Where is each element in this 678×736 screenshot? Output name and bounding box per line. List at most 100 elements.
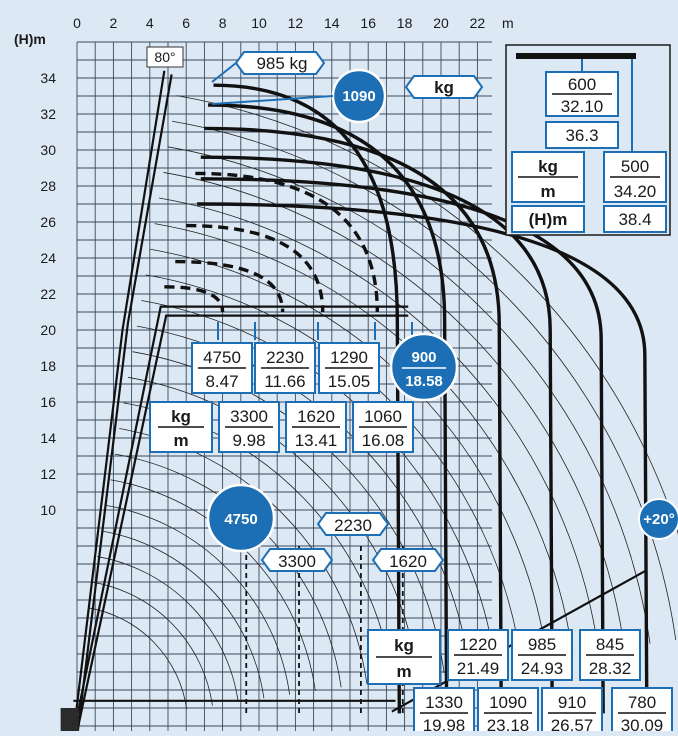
bottom-load-row-1: kg m 1220 21.49 985 24.93 845 28.32 — [367, 629, 641, 685]
legend-c1-height-box — [545, 121, 619, 149]
low-load-circle-value: 4750 — [224, 511, 257, 528]
radius-arc — [92, 581, 213, 706]
legend-m: m — [540, 182, 555, 201]
capacity-curve — [208, 103, 449, 714]
bottom1-box-2-load: 985 — [528, 635, 556, 654]
radius-arc — [101, 530, 265, 699]
y-tick-label: 16 — [40, 394, 56, 410]
x-tick-label: 10 — [251, 15, 267, 31]
radius-arc — [128, 376, 419, 677]
x-tick-label: 14 — [324, 15, 340, 31]
legend-hm: (H)m — [529, 210, 568, 229]
max-angle-label: 80° — [154, 49, 175, 65]
bottom2-box-3-load: 910 — [558, 693, 586, 712]
boom-mid — [72, 305, 409, 736]
mid-unit-m: m — [173, 431, 188, 450]
bottom2-box-1 — [413, 687, 475, 736]
bottom2-box-2-load: 1090 — [489, 693, 527, 712]
boom-drawings — [60, 70, 646, 736]
radius-arc — [110, 479, 316, 692]
y-tick-label: 12 — [40, 466, 56, 482]
radius-arc — [97, 556, 239, 702]
bottom1-box-1-reach: 21.49 — [457, 659, 500, 678]
x-tick-label: 20 — [433, 15, 449, 31]
bottom-unit-kg: kg — [394, 636, 414, 655]
bottom1-box-1-load: 1220 — [459, 635, 497, 654]
top-load-leader — [211, 95, 334, 105]
legend-c2-load: 500 — [621, 157, 649, 176]
mid-box-7-reach: 16.08 — [362, 431, 405, 450]
mid-box-3-load: 1290 — [330, 348, 368, 367]
legend-hm-box — [511, 205, 585, 233]
y-tick-label: 30 — [40, 142, 56, 158]
y-tick-label: 24 — [40, 250, 56, 266]
mid-box-2-load: 2230 — [266, 348, 304, 367]
x-tick-label: 16 — [360, 15, 376, 31]
tip-load-label: 985 kg — [256, 54, 307, 73]
mid-box-3-reach: 15.05 — [328, 372, 371, 391]
low-tag-c-label: 1620 — [389, 552, 427, 571]
max-angle-box — [146, 46, 184, 68]
bottom2-box-4-load: 780 — [628, 693, 656, 712]
bottom1-box-3-reach: 28.32 — [589, 659, 632, 678]
x-axis-unit: m — [502, 15, 514, 31]
legend-kg: kg — [538, 157, 558, 176]
boom-mid-inner — [75, 314, 409, 736]
low-load-labels: 4750 2230 3300 1620 — [206, 483, 445, 572]
bottom2-box-4-reach: 30.09 — [621, 716, 664, 731]
low-tag-b — [260, 548, 334, 572]
low-tag-a — [316, 512, 390, 536]
y-tick-label: 10 — [40, 502, 56, 518]
mid-box-6-reach: 13.41 — [295, 431, 338, 450]
radius-arc — [167, 146, 651, 644]
x-tick-label: 4 — [146, 15, 154, 31]
boom-raised — [72, 70, 166, 736]
legend-c2-height: 38.4 — [618, 210, 651, 229]
bottom2-box-2 — [477, 687, 539, 736]
extension-legend: 600 32.10 36.3 kg m (H)m 500 34.20 38.4 — [505, 44, 671, 236]
radius-arc — [163, 172, 625, 648]
bottom-unit-m: m — [396, 662, 411, 681]
mid-box-7-load: 1060 — [364, 407, 402, 426]
radius-arc — [105, 504, 291, 695]
capacity-curve-dashed — [175, 259, 285, 313]
x-tick-label: 12 — [288, 15, 304, 31]
y-tick-label: 28 — [40, 178, 56, 194]
mid-box-4-circle — [389, 332, 459, 402]
mid-load-row-1: 4750 8.47 2230 11.66 1290 15.05 900 18.5… — [191, 322, 459, 402]
x-tick-label: 18 — [397, 15, 413, 31]
mid-unit-kg: kg — [171, 407, 191, 426]
capacity-curve-dashed — [186, 223, 325, 313]
y-tick-label: 34 — [40, 70, 56, 86]
crane-base — [60, 708, 79, 736]
radius-arcs — [88, 95, 678, 710]
x-tick-label: 6 — [182, 15, 190, 31]
mid-box-2-reach: 11.66 — [264, 372, 305, 391]
bottom-load-row-2: 1330 19.98 1090 23.18 910 26.57 780 30.0… — [413, 687, 673, 736]
y-tick-label: 14 — [40, 430, 56, 446]
legend-c1-reach: 32.10 — [561, 97, 604, 116]
legend-c1-height: 36.3 — [565, 126, 598, 145]
capacity-curve — [200, 155, 554, 714]
y-tick-label: 22 — [40, 286, 56, 302]
mid-box-4-load: 900 — [411, 349, 436, 366]
tip-load-leader — [211, 62, 237, 83]
kg-unit-label: kg — [434, 78, 454, 97]
capacity-curve — [213, 83, 402, 714]
low-tag-a-label: 2230 — [334, 516, 372, 535]
mid-box-1-load: 4750 — [203, 348, 241, 367]
boom-raised-inner — [76, 74, 173, 736]
y-tick-labels: 34 32 30 28 26 24 22 20 18 16 14 12 10 — [40, 70, 56, 518]
bottom2-box-1-load: 1330 — [425, 693, 463, 712]
legend-leaders — [581, 59, 633, 160]
mid-box-1-reach: 8.47 — [205, 372, 238, 391]
legend-c1-load: 600 — [568, 75, 596, 94]
y-tick-label: 32 — [40, 106, 56, 122]
mid-row1-leaders — [217, 322, 413, 340]
min-angle-label: +20° — [643, 511, 674, 528]
x-tick-labels: 0 2 4 6 8 10 12 14 16 18 20 22 — [73, 15, 485, 31]
mid-box-5-reach: 9.98 — [232, 431, 265, 450]
low-tag-b-label: 3300 — [278, 552, 316, 571]
